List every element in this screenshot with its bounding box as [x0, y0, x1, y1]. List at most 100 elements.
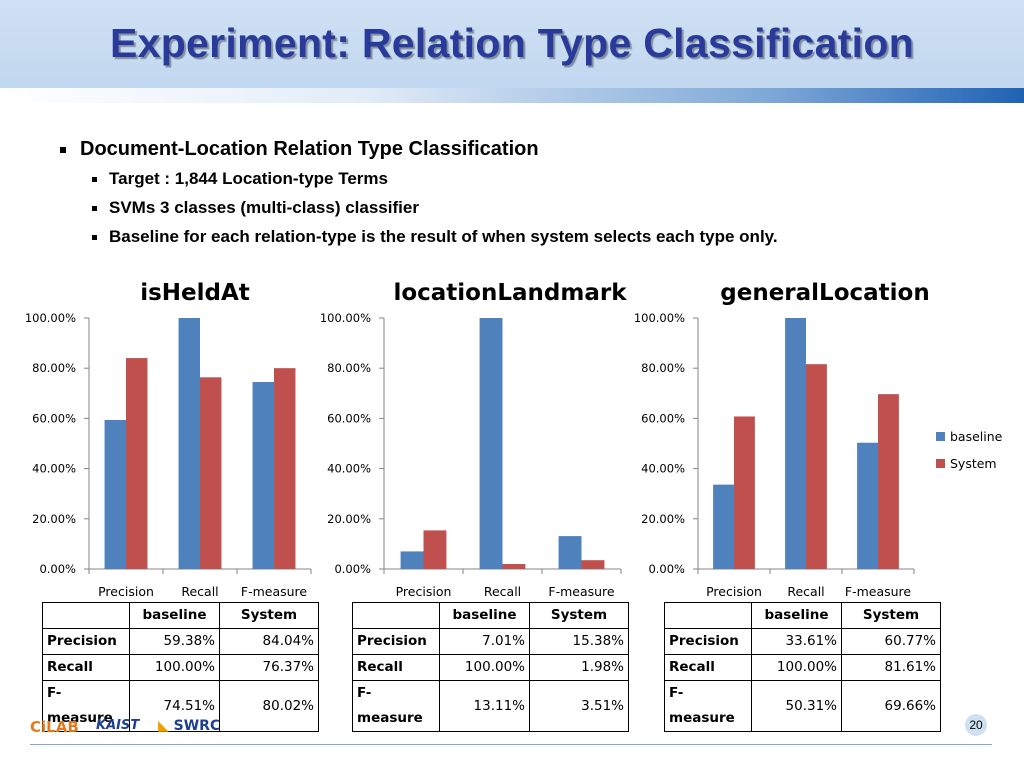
table-row-header: F-measure: [42, 680, 130, 732]
bar-baseline: [857, 442, 878, 569]
table-row-header: Recall: [42, 654, 130, 681]
swrc-logo-mark-icon: ◣: [158, 718, 169, 734]
table-row-header: Recall: [352, 654, 440, 681]
table-cell: 33.61%: [751, 628, 842, 655]
cilab-logo: CiLAB: [30, 718, 79, 736]
table-row: Recall 100.00% 76.37%: [42, 654, 319, 681]
x-tick-label: Recall: [181, 584, 218, 599]
x-tick-label: F-measure: [548, 584, 615, 599]
bar-baseline: [558, 536, 582, 569]
bar-baseline: [785, 318, 806, 569]
bullet-list: Document-Location Relation Type Classifi…: [60, 134, 1000, 251]
table-cell: 59.38%: [129, 628, 220, 655]
bar-baseline: [479, 318, 503, 569]
table-row-header: Precision: [42, 628, 130, 655]
y-tick-label: 0.00%: [648, 562, 685, 576]
bullet-square-icon: [92, 176, 97, 182]
chart-title-locationlandmark: locationLandmark: [393, 280, 627, 306]
sub-bullet: SVMs 3 classes (multi-class) classifier: [60, 193, 1000, 222]
table-cell: 84.04%: [219, 628, 319, 655]
y-tick-label: 20.00%: [641, 512, 685, 526]
y-tick-label: 40.00%: [32, 462, 76, 476]
bar-system: [734, 416, 755, 569]
table-corner-cell: [664, 602, 752, 629]
y-tick-label: 60.00%: [641, 411, 685, 425]
x-tick-label: F-measure: [241, 584, 308, 599]
table-cell: 81.61%: [841, 654, 941, 681]
header-gradient-strip: [0, 88, 1024, 103]
table-cell: 100.00%: [439, 654, 530, 681]
bar-system: [581, 560, 605, 569]
bar-system: [502, 564, 526, 569]
table-cell: 13.11%: [439, 680, 530, 732]
bar-system: [423, 530, 447, 569]
bar-baseline: [104, 419, 126, 569]
bullet-square-icon: [60, 146, 66, 153]
table-column-header: baseline: [751, 602, 842, 629]
bar-system: [126, 358, 148, 569]
table-row-header: Precision: [664, 628, 752, 655]
page-title: Experiment: Relation Type Classification: [109, 20, 915, 66]
cilab-logo-text: CiLAB: [30, 718, 79, 736]
table-column-header: baseline: [129, 602, 220, 629]
swrc-logo: ◣ SWRC: [158, 718, 220, 734]
bar-baseline: [252, 381, 274, 569]
legend-swatch-baseline: [936, 432, 945, 441]
bullet-main: Document-Location Relation Type Classifi…: [60, 134, 1000, 164]
table-column-header: baseline: [439, 602, 530, 629]
bar-system: [274, 368, 296, 569]
x-tick-label: Precision: [396, 584, 452, 599]
y-tick-label: 40.00%: [327, 462, 371, 476]
sub-bullet: Target : 1,844 Location-type Terms: [60, 164, 1000, 193]
table-corner-cell: [352, 602, 440, 629]
table-cell: 80.02%: [219, 680, 319, 732]
chart-title-generallocation: generalLocation: [720, 280, 930, 306]
table-cell: 76.37%: [219, 654, 319, 681]
legend-label-system: System: [950, 456, 997, 471]
table-row-header: Precision: [352, 628, 440, 655]
bullet-square-icon: [92, 234, 97, 240]
x-tick-label: Recall: [787, 584, 824, 599]
legend-swatch-system: [936, 459, 945, 468]
table-cell: 15.38%: [529, 628, 629, 655]
y-tick-label: 100.00%: [634, 311, 685, 325]
table-cell: 50.31%: [751, 680, 842, 732]
y-tick-label: 20.00%: [327, 512, 371, 526]
table-column-header: System: [219, 602, 319, 629]
legend-label-baseline: baseline: [950, 429, 1003, 444]
data-table-isheldat: baseline System Precision 59.38% 84.04% Recal…: [42, 602, 319, 732]
table-cell: 3.51%: [529, 680, 629, 732]
y-tick-label: 60.00%: [32, 411, 76, 425]
x-tick-label: Precision: [706, 584, 762, 599]
table-cell: 100.00%: [751, 654, 842, 681]
table-corner-cell: [42, 602, 130, 629]
sub-bullet-text: Target : 1,844 Location-type Terms: [109, 168, 388, 188]
y-tick-label: 60.00%: [327, 411, 371, 425]
table-header-row: baseline System: [664, 602, 941, 629]
y-tick-label: 80.00%: [327, 361, 371, 375]
bar-baseline: [178, 318, 200, 569]
table-row-header: Recall: [664, 654, 752, 681]
header-bar: [0, 0, 1024, 103]
x-tick-label: Recall: [484, 584, 521, 599]
y-tick-label: 0.00%: [39, 562, 76, 576]
table-row: Recall 100.00% 1.98%: [352, 654, 629, 681]
chart-title-isheldat: isHeldAt: [140, 280, 250, 306]
footer-line: [30, 744, 992, 745]
swrc-logo-text: SWRC: [173, 718, 221, 734]
bar-baseline: [400, 551, 424, 569]
table-row-header: F-measure: [664, 680, 752, 732]
bar-system: [200, 377, 222, 569]
table-row: Precision 59.38% 84.04%: [42, 628, 319, 655]
bar-system: [878, 394, 899, 569]
y-tick-label: 40.00%: [641, 462, 685, 476]
y-tick-label: 80.00%: [641, 361, 685, 375]
y-tick-label: 20.00%: [32, 512, 76, 526]
table-cell: 100.00%: [129, 654, 220, 681]
sub-bullet: Baseline for each relation-type is the r…: [60, 222, 1000, 251]
table-cell: 60.77%: [841, 628, 941, 655]
bullet-square-icon: [92, 205, 97, 211]
table-row-header: F-measure: [352, 680, 440, 732]
table-header-row: baseline System: [42, 602, 319, 629]
kaist-logo-text: KAIST: [96, 718, 140, 733]
